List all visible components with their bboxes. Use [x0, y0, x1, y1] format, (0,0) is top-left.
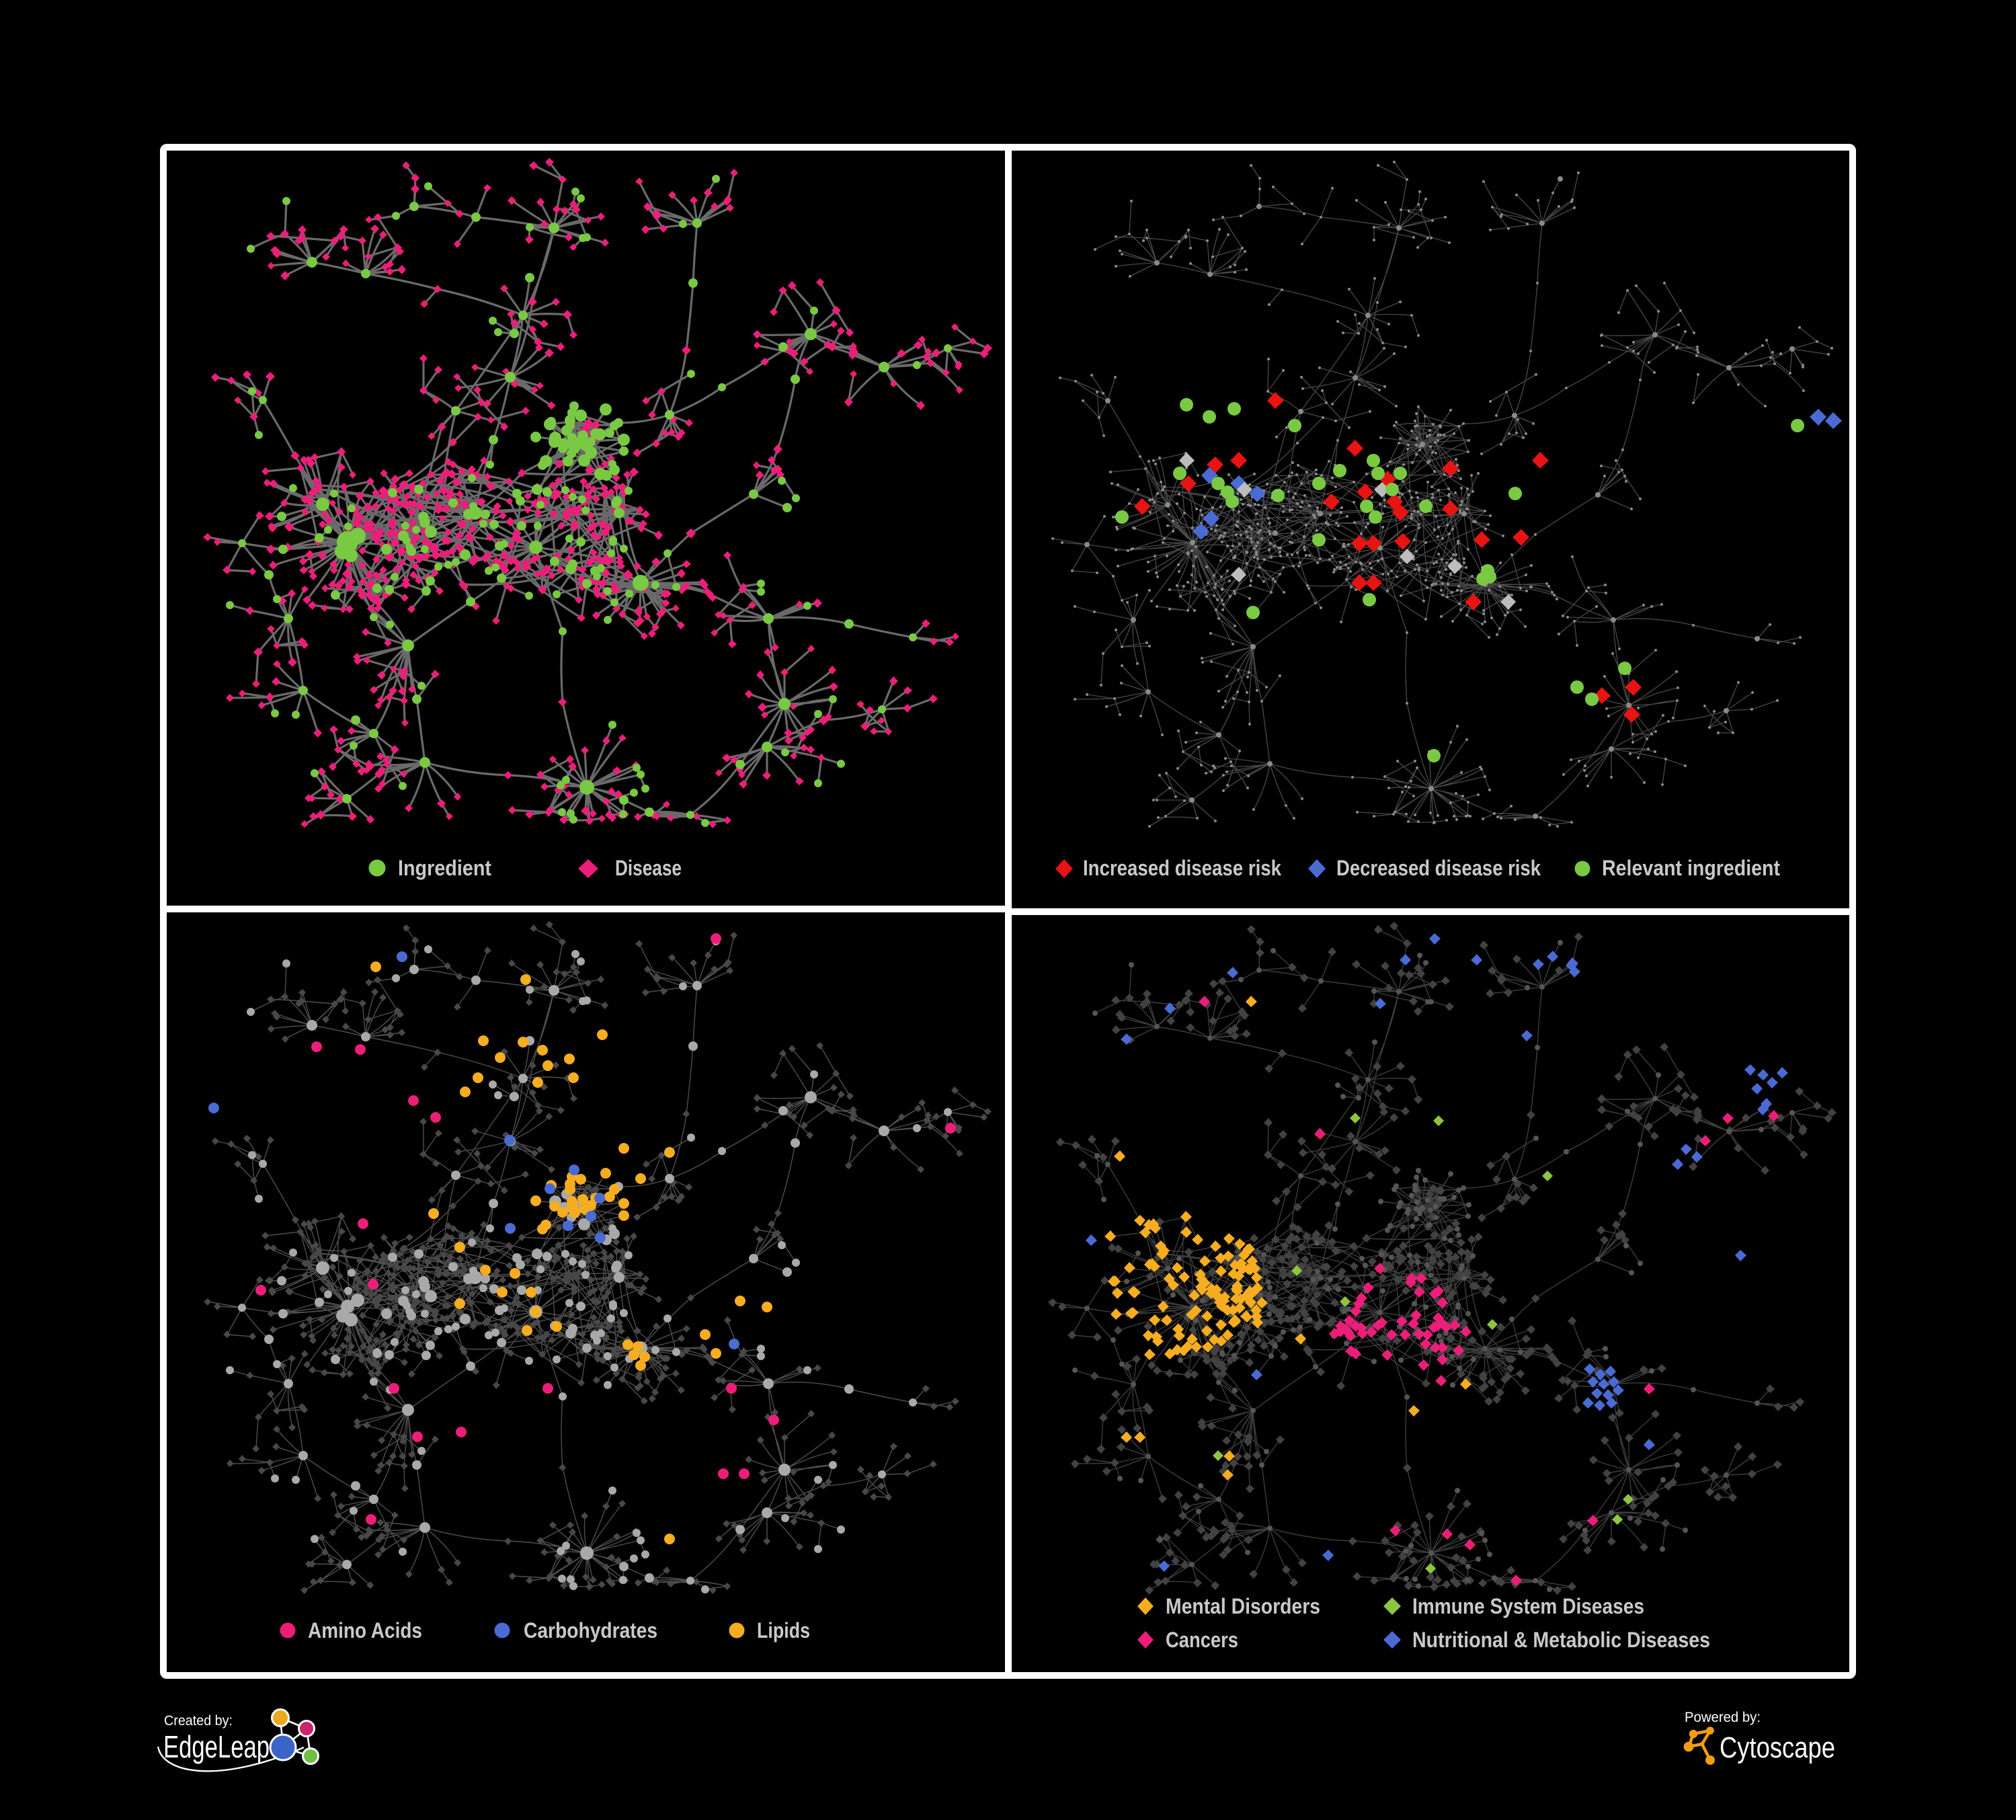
svg-text:Immune System Diseases: Immune System Diseases	[1412, 1594, 1644, 1618]
svg-text:Relevant ingredient: Relevant ingredient	[1602, 856, 1780, 880]
svg-text:Cytoscape: Cytoscape	[1720, 1731, 1835, 1764]
svg-text:Powered by:: Powered by:	[1685, 1710, 1761, 1725]
svg-text:Lipids: Lipids	[757, 1618, 810, 1643]
svg-text:Disease: Disease	[615, 856, 682, 880]
svg-text:EdgeLeap: EdgeLeap	[163, 1729, 270, 1764]
svg-text:Carbohydrates: Carbohydrates	[524, 1618, 657, 1643]
svg-text:Cancers: Cancers	[1166, 1628, 1238, 1652]
svg-text:Mental Disorders: Mental Disorders	[1166, 1594, 1320, 1618]
svg-text:Created by:: Created by:	[164, 1713, 233, 1729]
svg-text:Nutritional & Metabolic Diseas: Nutritional & Metabolic Diseases	[1412, 1628, 1710, 1652]
svg-text:Ingredient: Ingredient	[398, 856, 491, 880]
svg-text:Increased disease risk: Increased disease risk	[1083, 856, 1281, 880]
svg-text:Amino Acids: Amino Acids	[308, 1618, 422, 1643]
svg-text:Decreased disease risk: Decreased disease risk	[1336, 856, 1541, 880]
